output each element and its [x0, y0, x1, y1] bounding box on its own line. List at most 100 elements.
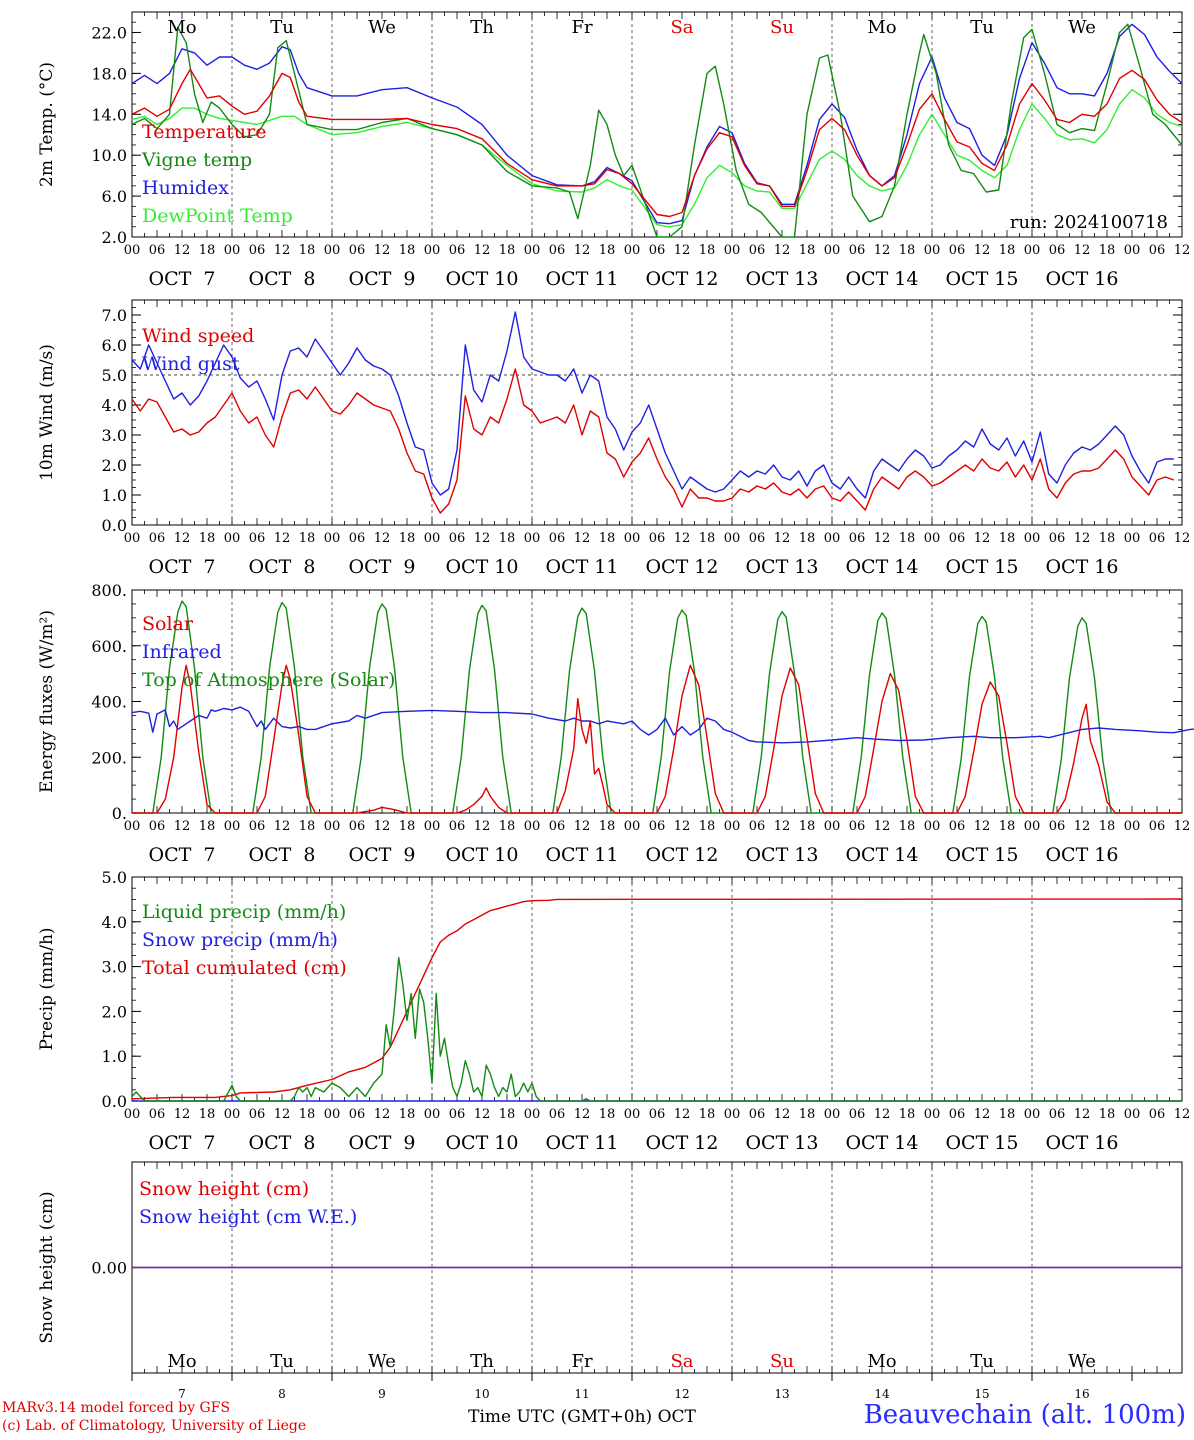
weekday-label-bottom: Tu — [970, 1351, 994, 1372]
hour-tick-label: 18 — [899, 819, 916, 834]
hour-tick-label: 06 — [1149, 243, 1166, 258]
hour-tick-label: 12 — [774, 243, 791, 258]
hour-tick-label: 06 — [249, 531, 266, 546]
hour-tick-label: 18 — [1099, 1107, 1116, 1122]
hour-tick-label: 18 — [999, 243, 1016, 258]
hour-tick-label: 18 — [399, 243, 416, 258]
legend-entry: Vigne temp — [141, 149, 252, 171]
time-axis-title: Time UTC (GMT+0h) OCT — [0, 1407, 1194, 1427]
hour-tick-label: 06 — [1049, 243, 1066, 258]
hour-tick-label: 12 — [1174, 1107, 1191, 1122]
legend-entry: Wind gust — [142, 353, 240, 375]
weekday-label-bottom: Tu — [270, 1351, 294, 1372]
hour-tick-label: 00 — [1024, 1107, 1041, 1122]
hour-tick-label: 12 — [574, 243, 591, 258]
hour-tick-label: 06 — [549, 1107, 566, 1122]
station-name: Beauvechain (alt. 100m) — [863, 1400, 1186, 1430]
date-label: OCT 11 — [545, 1132, 618, 1154]
weekday-label: We — [1068, 17, 1096, 38]
y-tick-label: 6.0 — [102, 336, 127, 355]
hour-tick-label: 00 — [324, 1107, 341, 1122]
date-label: OCT 12 — [645, 268, 718, 290]
date-label: OCT 13 — [745, 268, 818, 290]
legend-entry: Liquid precip (mm/h) — [142, 901, 346, 923]
hour-tick-label: 00 — [424, 531, 441, 546]
hour-tick-label: 00 — [124, 531, 141, 546]
y-tick-label: 1.0 — [102, 1047, 127, 1066]
hour-tick-label: 18 — [499, 819, 516, 834]
hour-tick-label: 12 — [1174, 819, 1191, 834]
hour-tick-label: 00 — [524, 819, 541, 834]
y-tick-label: 2.0 — [102, 456, 127, 475]
date-label: OCT 7 — [149, 1132, 216, 1154]
date-label: OCT 14 — [845, 1132, 918, 1154]
hour-tick-label: 00 — [324, 531, 341, 546]
date-label: OCT 16 — [1045, 1132, 1118, 1154]
hour-tick-label: 18 — [1099, 531, 1116, 546]
hour-tick-label: 12 — [674, 1107, 691, 1122]
hour-tick-label: 18 — [699, 819, 716, 834]
panel-frame — [131, 11, 1183, 238]
hour-tick-label: 12 — [774, 531, 791, 546]
y-tick-label: 4.0 — [102, 913, 127, 932]
hour-tick-label: 12 — [874, 819, 891, 834]
hour-tick-label: 18 — [199, 531, 216, 546]
hour-tick-label: 00 — [824, 1107, 841, 1122]
hour-tick-label: 06 — [649, 819, 666, 834]
y-tick-label: 0.0 — [102, 1092, 127, 1111]
panel-temperature: 2.0 6.0 10.0 14.0 18.0 22.0 2m Temp. (°C) Tempe… — [37, 11, 1190, 290]
hour-tick-label: 12 — [874, 531, 891, 546]
series-line — [131, 368, 1174, 514]
hour-tick-label: 18 — [399, 1107, 416, 1122]
hour-tick-label: 06 — [249, 1107, 266, 1122]
y-tick-label: 400. — [91, 693, 127, 712]
hour-tick-label: 00 — [424, 1107, 441, 1122]
hour-tick-label: 12 — [874, 1107, 891, 1122]
day-number: 8 — [278, 1387, 286, 1401]
model-credit: MARv3.14 model forced by GFS — [2, 1400, 231, 1416]
hour-tick-label: 00 — [224, 1107, 241, 1122]
legend-entry: Humidex — [142, 177, 229, 199]
hour-tick-label: 12 — [174, 243, 191, 258]
date-label: OCT 16 — [1045, 556, 1118, 578]
hour-tick-label: 06 — [949, 243, 966, 258]
hour-tick-label: 00 — [824, 243, 841, 258]
hour-tick-label: 12 — [574, 819, 591, 834]
hour-tick-label: 06 — [1149, 819, 1166, 834]
hour-tick-label: 06 — [349, 1107, 366, 1122]
y-tick-label: 22.0 — [91, 23, 127, 42]
y-tick-label: 200. — [91, 748, 127, 767]
series-line — [132, 664, 1182, 814]
hour-tick-label: 00 — [924, 531, 941, 546]
hour-tick-label: 06 — [749, 243, 766, 258]
hour-tick-label: 00 — [224, 531, 241, 546]
hour-tick-label: 18 — [999, 819, 1016, 834]
hour-tick-label: 00 — [624, 819, 641, 834]
hour-tick-label: 18 — [899, 1107, 916, 1122]
hour-tick-label: 18 — [299, 1107, 316, 1122]
date-label: OCT 13 — [745, 1132, 818, 1154]
hour-tick-label: 18 — [199, 243, 216, 258]
legend-entry: Top of Atmosphere (Solar) — [142, 669, 395, 691]
hour-tick-label: 18 — [999, 531, 1016, 546]
series-line — [131, 311, 1174, 499]
y-tick-label: 800. — [91, 581, 127, 600]
series-line — [131, 956, 1182, 1102]
y-tick-label: 0.0 — [102, 516, 127, 535]
hour-tick-label: 12 — [474, 1107, 491, 1122]
panel-energy: 0. 200. 400. 600. 800. Energy fluxes (W/m²) So… — [37, 581, 1194, 866]
hour-tick-label: 12 — [174, 1107, 191, 1122]
panel-precip: 0.0 1.0 2.0 3.0 4.0 5.0 Precip (mm/h) Liquid pr… — [37, 868, 1190, 1154]
hour-tick-label: 06 — [949, 819, 966, 834]
date-label: OCT 13 — [745, 556, 818, 578]
legend-entry: DewPoint Temp — [142, 205, 293, 227]
y-tick-label: 7.0 — [102, 306, 127, 325]
hour-tick-label: 18 — [1099, 243, 1116, 258]
legend-entry: Infrared — [142, 641, 222, 663]
legend-entry: Snow height (cm W.E.) — [139, 1206, 357, 1228]
hour-tick-label: 06 — [749, 819, 766, 834]
day-number: 9 — [378, 1387, 386, 1401]
hour-tick-label: 06 — [849, 531, 866, 546]
hour-tick-label: 18 — [699, 531, 716, 546]
